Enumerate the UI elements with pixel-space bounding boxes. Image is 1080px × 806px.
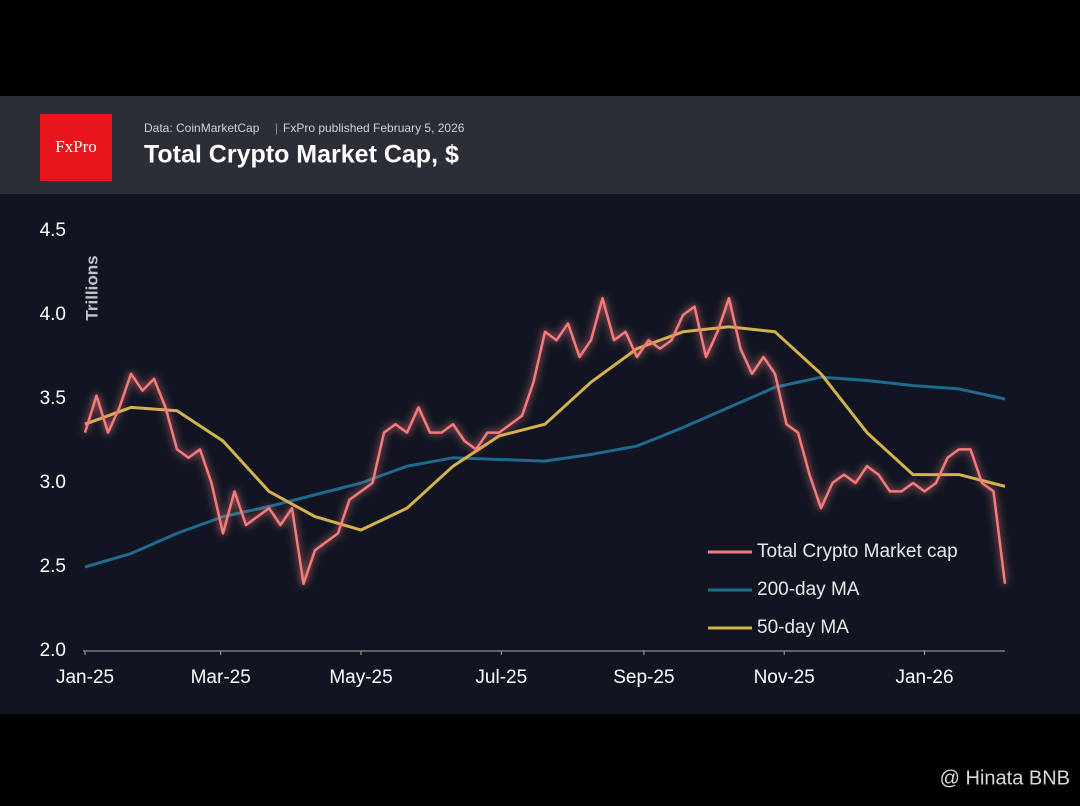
published: FxPro published February 5, 2026 [283,121,465,135]
x-tick-label: Jan-25 [56,667,114,688]
y-tick-label: 3.0 [40,472,66,493]
chart-title: Total Crypto Market Cap, $ [144,141,459,169]
x-tick-label: May-25 [329,667,392,688]
y-tick-label: 4.5 [40,220,66,241]
logo-box [40,114,112,181]
legend-label: 200-day MA [757,579,860,600]
x-tick-label: Jul-25 [475,667,527,688]
y-axis-label: Trillions [82,255,101,320]
x-tick-label: Sep-25 [613,667,674,688]
y-tick-label: 2.5 [40,556,66,577]
y-tick-label: 3.5 [40,388,66,409]
x-tick-label: Jan-26 [895,667,953,688]
series-line [84,325,1006,532]
legend-label: Total Crypto Market cap [757,541,958,562]
series-line [83,296,1007,586]
header-bar [0,96,1080,194]
separator: | [275,121,278,135]
x-tick-label: Mar-25 [191,667,251,688]
x-tick-label: Nov-25 [754,667,815,688]
logo: FxPro [55,137,97,156]
y-tick-label: 4.0 [40,304,66,325]
source: Data: CoinMarketCap [144,121,260,135]
legend-label: 50-day MA [757,617,849,638]
plot-background [0,194,1080,714]
y-tick-label: 2.0 [40,640,66,661]
watermark: @ Hinata BNB [940,767,1070,789]
series-line [84,375,1006,569]
